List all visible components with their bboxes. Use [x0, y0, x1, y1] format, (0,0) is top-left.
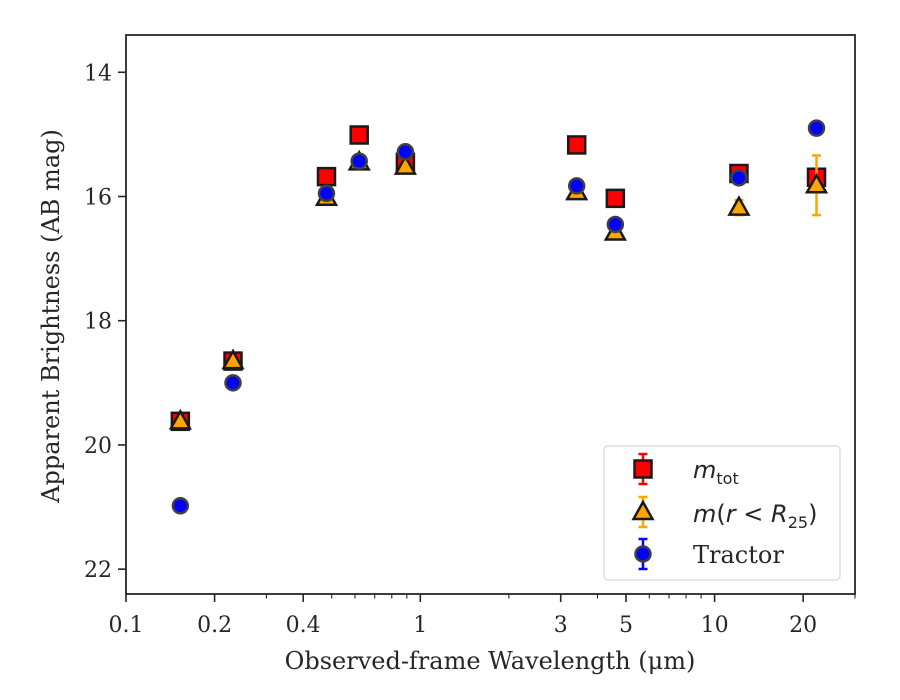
triangle-point [393, 154, 418, 175]
legend-triangle-key [631, 499, 655, 521]
y-tick-label: 16 [84, 185, 112, 210]
plot-frame [125, 34, 856, 595]
triangle-point [221, 348, 245, 370]
x-tick-label: 20 [789, 613, 817, 638]
circle-point [317, 184, 336, 203]
y-tick-label: 14 [84, 61, 112, 86]
circle-point [606, 215, 625, 234]
circle-point [730, 169, 748, 187]
circle-point [171, 497, 190, 515]
x-tick-label: 3 [554, 613, 568, 638]
legend-label-mtot: mtot [693, 456, 739, 488]
square-point [605, 188, 626, 209]
legend-square-key [633, 459, 653, 479]
legend: mtot m(r < R25) Tractor [603, 445, 841, 581]
legend-circle-key [634, 545, 652, 563]
legend-keys [631, 452, 655, 571]
x-tick-label: 1 [413, 613, 427, 638]
triangle-point [804, 172, 829, 194]
legend-label-tractor: Tractor [693, 541, 784, 569]
y-axis: 14 16 18 20 22 [84, 61, 126, 583]
square-point [349, 125, 369, 145]
circle-point [567, 177, 586, 195]
y-tick-label: 22 [84, 558, 112, 583]
series-tractor [171, 119, 826, 515]
triangle-point [168, 408, 192, 430]
x-tick-label: 0.2 [197, 613, 232, 638]
circle-point [807, 119, 826, 137]
triangle-point [727, 195, 751, 216]
x-tick-label: 10 [701, 613, 729, 638]
legend-label-m-r25: m(r < R25) [693, 500, 817, 532]
x-axis-title: Observed-frame Wavelength (μm) [285, 647, 696, 675]
x-tick-label: 5 [619, 613, 633, 638]
x-tick-label: 0.1 [109, 613, 144, 638]
y-axis-title: Apparent Brightness (AB mag) [37, 129, 65, 504]
circle-point [224, 374, 242, 392]
x-tick-label: 0.4 [286, 613, 321, 638]
x-axis: 0.1 0.2 0.4 1 3 5 10 20 [109, 594, 856, 638]
y-tick-label: 20 [84, 434, 112, 459]
legend-box [603, 445, 841, 581]
circle-point [396, 143, 415, 161]
y-tick-label: 18 [84, 310, 112, 335]
square-point [566, 135, 587, 155]
square-point [316, 166, 337, 187]
circle-point [350, 152, 368, 170]
chart-marks [168, 119, 829, 515]
